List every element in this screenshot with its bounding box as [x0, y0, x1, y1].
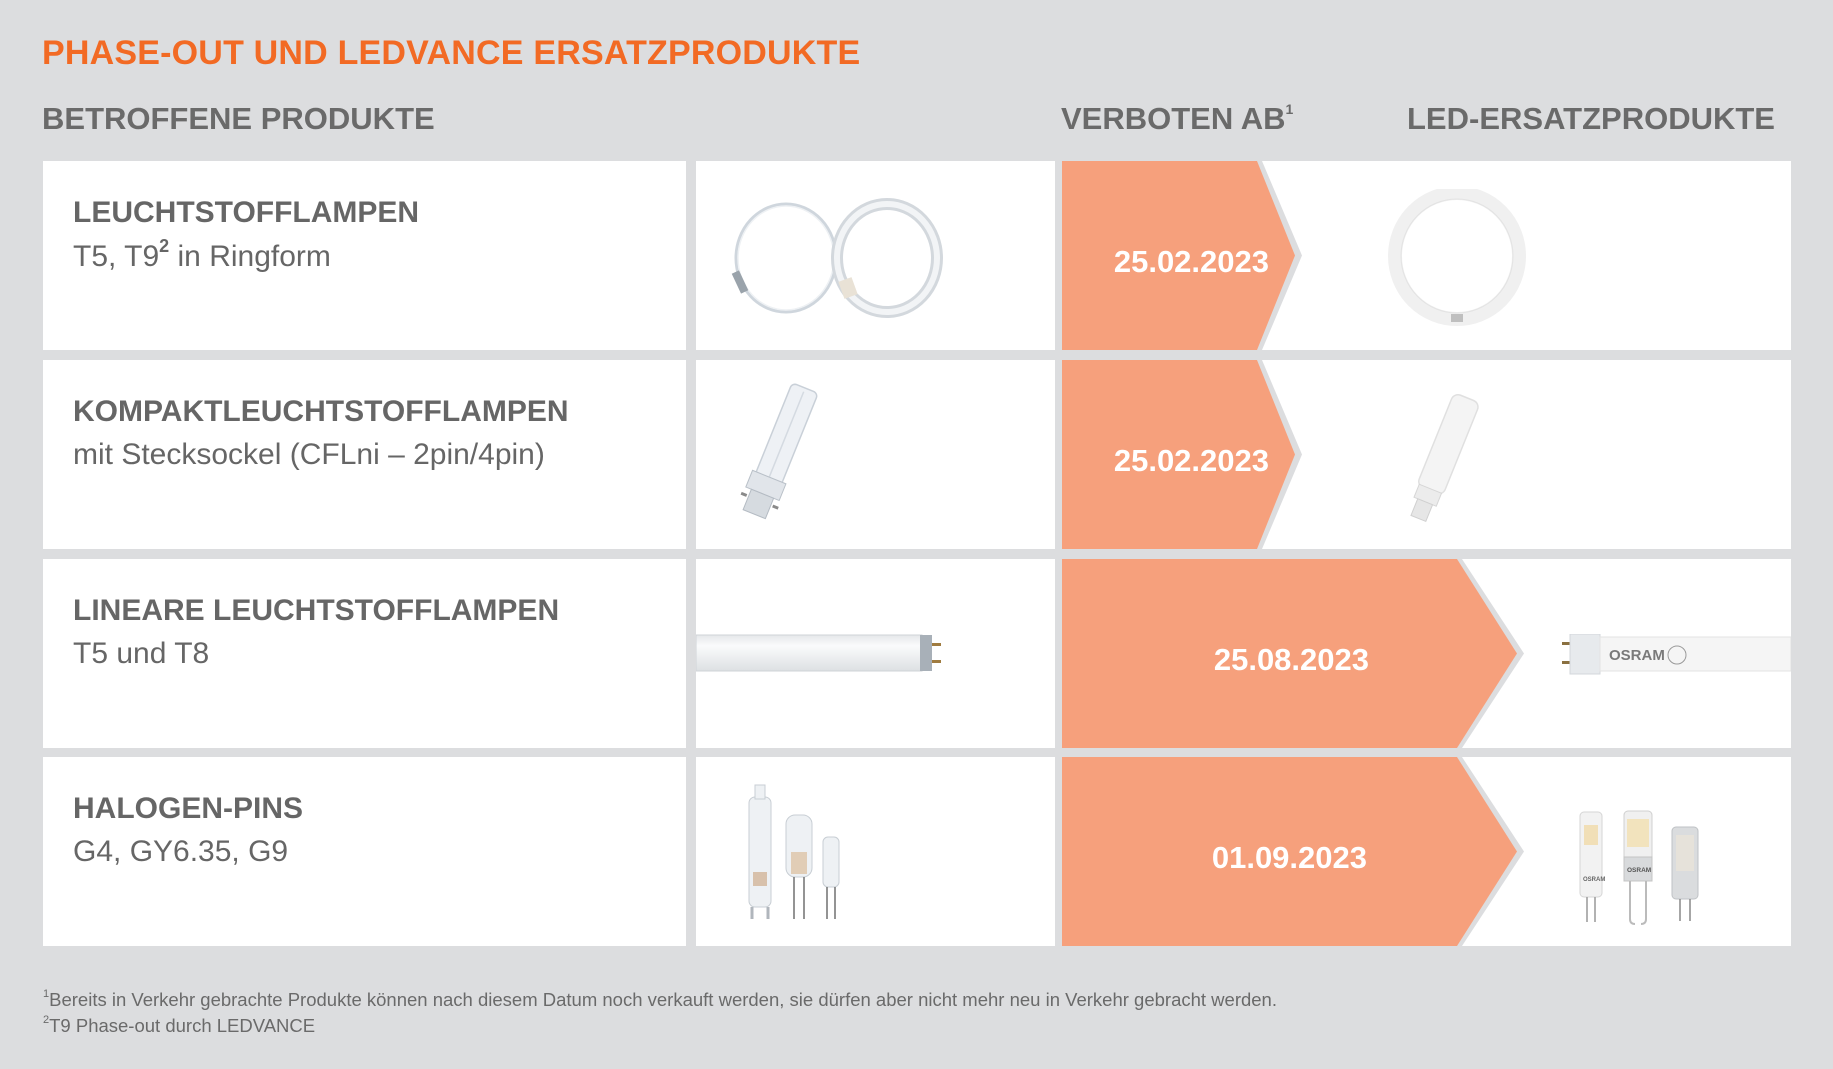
footnote-marker: 2: [159, 236, 170, 256]
svg-text:OSRAM: OSRAM: [1627, 867, 1651, 874]
column-header-banned-from-label: VERBOTEN AB: [1061, 101, 1286, 136]
product-name: KOMPAKTLEUCHTSTOFFLAMPEN: [73, 395, 569, 428]
product-desc: mit Stecksockel (CFLni – 2pin/4pin): [73, 438, 545, 472]
footnote-text: Bereits in Verkehr gebrachte Produkte kö…: [49, 989, 1277, 1011]
phase-out-date: 25.08.2023: [1213, 642, 1369, 677]
column-header-products: BETROFFENE PRODUKTE: [42, 101, 435, 137]
footnote-2: 2T9 Phase-out durch LEDVANCE: [43, 1011, 1277, 1037]
product-description-cell: LINEARE LEUCHTSTOFFLAMPEN T5 und T8: [43, 559, 686, 748]
product-description-cell: LEUCHTSTOFFLAMPEN T5, T92 in Ringform: [43, 161, 686, 350]
phase-out-arrow: [1062, 161, 1302, 350]
led-replacement-cell: 25.02.2023: [1062, 360, 1791, 549]
led-plug-in-lamp-icon: [1410, 393, 1479, 523]
product-desc: G4, GY6.35, G9: [73, 835, 288, 869]
product-name: HALOGEN-PINS: [73, 792, 304, 825]
product-row: LINEARE LEUCHTSTOFFLAMPEN T5 und T8 25.0…: [0, 559, 1833, 748]
osram-brand-label: OSRAM: [1583, 877, 1605, 883]
footnote-text: T9 Phase-out durch LEDVANCE: [49, 1015, 316, 1037]
column-header-led-replacements-label: LED-ERSATZPRODUKTE: [1407, 101, 1775, 136]
product-row: HALOGEN-PINS G4, GY6.35, G9 01.09.2023: [0, 757, 1833, 946]
product-image-cell: [696, 360, 1055, 549]
footnote-marker: 2: [43, 1014, 50, 1027]
led-replacement-cell: 01.09.2023 OSRAM OSRAM: [1062, 757, 1791, 946]
product-image-cell: [696, 757, 1055, 946]
circular-fluorescent-lamps-icon: [731, 198, 943, 318]
footnotes: 1Bereits in Verkehr gebrachte Produkte k…: [43, 985, 1277, 1037]
osram-brand-label: OSRAM: [1609, 647, 1665, 664]
phase-out-date: 01.09.2023: [1211, 840, 1367, 875]
product-desc-text: T5 und T8: [73, 637, 210, 670]
phase-out-date: 25.02.2023: [1113, 443, 1269, 478]
halogen-pin-lamps-icon: [748, 784, 840, 919]
compact-fluorescent-plug-in-lamp-icon: [740, 383, 818, 520]
phase-out-arrow: [1062, 559, 1524, 748]
led-tube-icon: OSRAM: [1562, 634, 1791, 675]
column-header-banned-from: VERBOTEN AB1: [1061, 101, 1293, 137]
linear-fluorescent-tube-icon: [696, 634, 941, 672]
phase-out-arrow: [1062, 360, 1302, 549]
product-desc: T5 und T8: [73, 637, 209, 671]
led-replacement-cell: 25.02.2023: [1062, 161, 1791, 350]
page-title: PHASE-OUT UND LEDVANCE ERSATZPRODUKTE: [42, 34, 861, 72]
product-desc-text: T5, T9: [73, 240, 160, 273]
footnote-marker: 1: [1285, 100, 1294, 117]
led-ring-lamp-icon: [1388, 189, 1526, 326]
footnote-marker: 1: [43, 988, 50, 1000]
product-description-cell: KOMPAKTLEUCHTSTOFFLAMPEN mit Stecksockel…: [43, 360, 686, 549]
product-image-cell: [696, 559, 1055, 748]
product-desc-text-after: in Ringform: [169, 240, 331, 273]
column-header-led-replacements: LED-ERSATZPRODUKTE: [1407, 101, 1775, 137]
led-pin-lamps-icon: OSRAM OSRAM: [1579, 810, 1699, 925]
product-name: LINEARE LEUCHTSTOFFLAMPEN: [73, 594, 560, 627]
product-description-cell: HALOGEN-PINS G4, GY6.35, G9: [43, 757, 686, 946]
product-name: LEUCHTSTOFFLAMPEN: [73, 196, 420, 229]
product-desc: T5, T92 in Ringform: [73, 236, 331, 274]
product-desc-text: mit Stecksockel (CFLni – 2pin/4pin): [73, 438, 545, 471]
column-header-products-label: BETROFFENE PRODUKTE: [42, 101, 435, 136]
phase-out-date: 25.02.2023: [1113, 244, 1269, 279]
product-row: KOMPAKTLEUCHTSTOFFLAMPEN mit Stecksockel…: [0, 360, 1833, 549]
led-replacement-cell: 25.08.2023 OSRAM: [1062, 559, 1791, 748]
footnote-1: 1Bereits in Verkehr gebrachte Produkte k…: [43, 985, 1277, 1011]
product-desc-text: G4, GY6.35, G9: [73, 835, 289, 868]
phase-out-arrow: [1062, 757, 1524, 946]
product-image-cell: [696, 161, 1055, 350]
product-row: LEUCHTSTOFFLAMPEN T5, T92 in Ringform 25…: [0, 161, 1833, 350]
